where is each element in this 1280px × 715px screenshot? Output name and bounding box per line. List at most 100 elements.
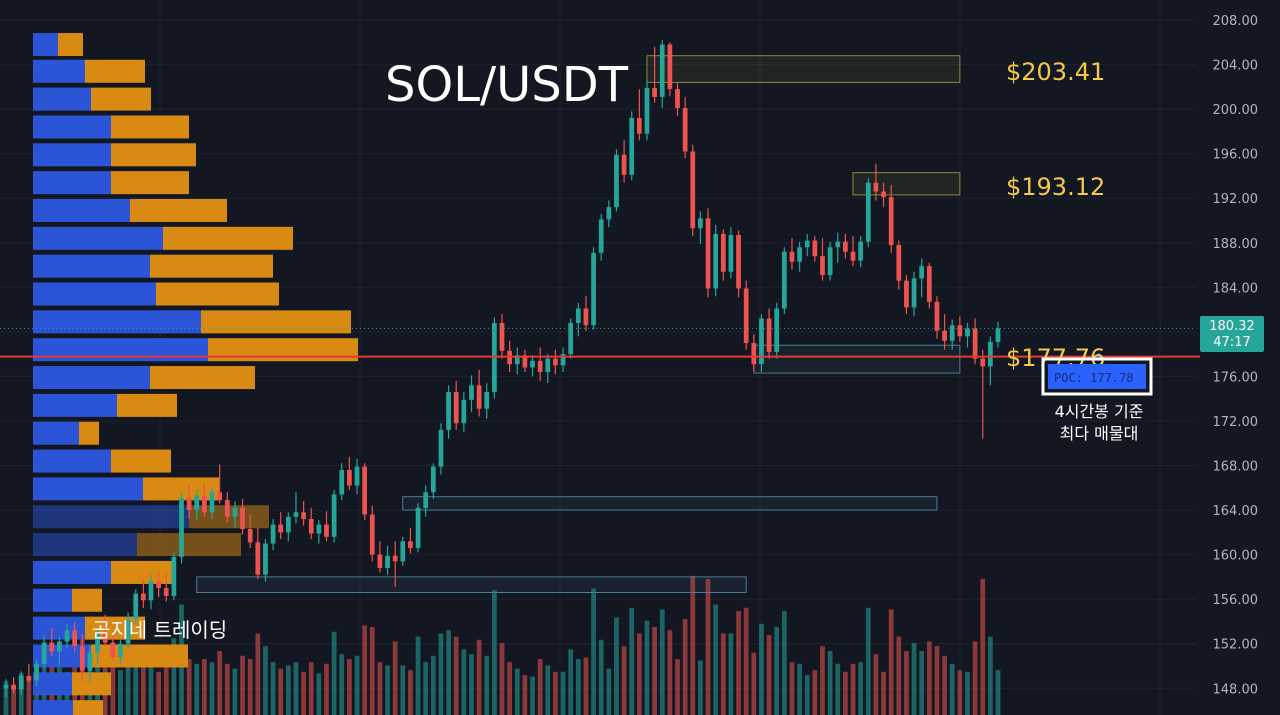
volume-bar <box>385 665 390 715</box>
volume-bar <box>942 655 947 715</box>
volume-bar <box>522 675 528 715</box>
volume-bar <box>629 607 635 715</box>
volume-bar <box>354 655 360 715</box>
y-tick-label: 152.00 <box>1213 638 1259 653</box>
vp-sell-bar <box>143 477 219 501</box>
vp-sell-bar <box>117 393 177 417</box>
volume-bar <box>202 659 207 715</box>
current-price-tag: 180.32 47:17 <box>1200 316 1264 352</box>
volume-bar <box>919 651 925 715</box>
candle-body <box>743 288 749 344</box>
volume-bar <box>720 633 726 715</box>
candle-body <box>110 642 116 658</box>
candle-body <box>72 630 78 646</box>
volume-bar <box>408 670 413 715</box>
volume-bar <box>530 676 535 715</box>
volume-bar <box>698 660 703 715</box>
candle-body <box>926 266 932 302</box>
candle-body <box>224 500 230 517</box>
volume-bar <box>606 668 612 715</box>
zone-box <box>402 496 938 511</box>
candle-body <box>896 245 902 281</box>
poc-note-line2: 최다 매물대 <box>1060 424 1139 443</box>
zone-box <box>196 576 747 593</box>
volume-bar <box>850 663 856 715</box>
volume-bar <box>972 641 978 715</box>
volume-bar <box>705 579 711 715</box>
volume-bar <box>469 654 474 715</box>
volume-bar <box>255 633 261 715</box>
volume-bar <box>270 662 276 715</box>
volume-bar <box>209 662 215 715</box>
volume-bar <box>263 646 268 715</box>
volume-bar <box>743 607 749 715</box>
candle-body <box>759 318 764 365</box>
volume-bar <box>492 590 497 715</box>
volume-bar <box>537 659 543 715</box>
volume-bar <box>415 636 421 715</box>
candle-body <box>255 542 261 575</box>
candle-body <box>949 325 955 341</box>
candle-body <box>26 676 32 681</box>
volume-bar <box>911 643 917 715</box>
poc-annotation: POC: 177.78 4시간봉 기준 최다 매물대 <box>1041 357 1153 443</box>
volume-bar <box>835 663 841 715</box>
volume-bar <box>591 588 596 715</box>
candle-body <box>202 495 207 513</box>
candle-body <box>583 308 589 326</box>
y-tick-label: 160.00 <box>1213 549 1259 564</box>
candle-body <box>858 241 864 261</box>
candle-body <box>232 507 238 517</box>
y-tick-label: 208.00 <box>1213 14 1259 29</box>
volume-bar <box>583 657 589 715</box>
vp-sell-bar <box>72 672 111 696</box>
volume-bar <box>438 633 444 715</box>
candle-body <box>308 518 314 534</box>
candle-body <box>667 44 673 90</box>
volume-bar <box>476 639 482 715</box>
volume-bar <box>568 649 574 715</box>
candle-body <box>636 118 642 134</box>
candle-body <box>140 593 146 601</box>
volume-bar <box>873 654 879 715</box>
volume-bar <box>545 665 551 715</box>
candle-body <box>194 495 200 511</box>
volume-bar <box>3 681 9 715</box>
y-tick-label: 168.00 <box>1213 460 1259 475</box>
chart-title: SOL/USDT <box>385 57 629 113</box>
volume-bar <box>293 662 299 715</box>
candle-body <box>408 541 413 548</box>
candle-body <box>87 652 93 671</box>
volume-bar <box>888 609 894 715</box>
vp-sell-bar <box>72 588 102 612</box>
volume-bar <box>759 623 764 715</box>
y-tick-label: 164.00 <box>1213 504 1259 519</box>
candle-body <box>957 325 963 337</box>
vp-sell-bar <box>79 421 99 445</box>
candle-body <box>881 191 886 198</box>
zone-box <box>852 172 961 196</box>
volume-bar <box>652 627 657 715</box>
vp-sell-bar <box>58 33 83 57</box>
volume-profile <box>33 33 358 715</box>
candle-body <box>545 358 551 372</box>
candle-body <box>980 358 986 367</box>
vp-buy-bar <box>33 33 58 57</box>
volume-bar <box>728 633 734 715</box>
candle-body <box>354 466 360 486</box>
vp-sell-bar <box>85 59 145 83</box>
candle-body <box>652 87 657 97</box>
candle-body <box>850 251 856 261</box>
volume-bar <box>774 627 780 715</box>
candle-body <box>484 392 490 409</box>
candle-body <box>217 492 223 501</box>
volume-bar <box>446 630 451 715</box>
volume-bar <box>26 679 32 715</box>
candle-body <box>904 280 909 308</box>
vp-sell-bar <box>91 644 188 668</box>
vp-buy-bar <box>33 616 85 640</box>
volume-bar <box>308 662 314 715</box>
poc-box-fill <box>1048 364 1146 389</box>
volume-bar <box>125 655 131 715</box>
